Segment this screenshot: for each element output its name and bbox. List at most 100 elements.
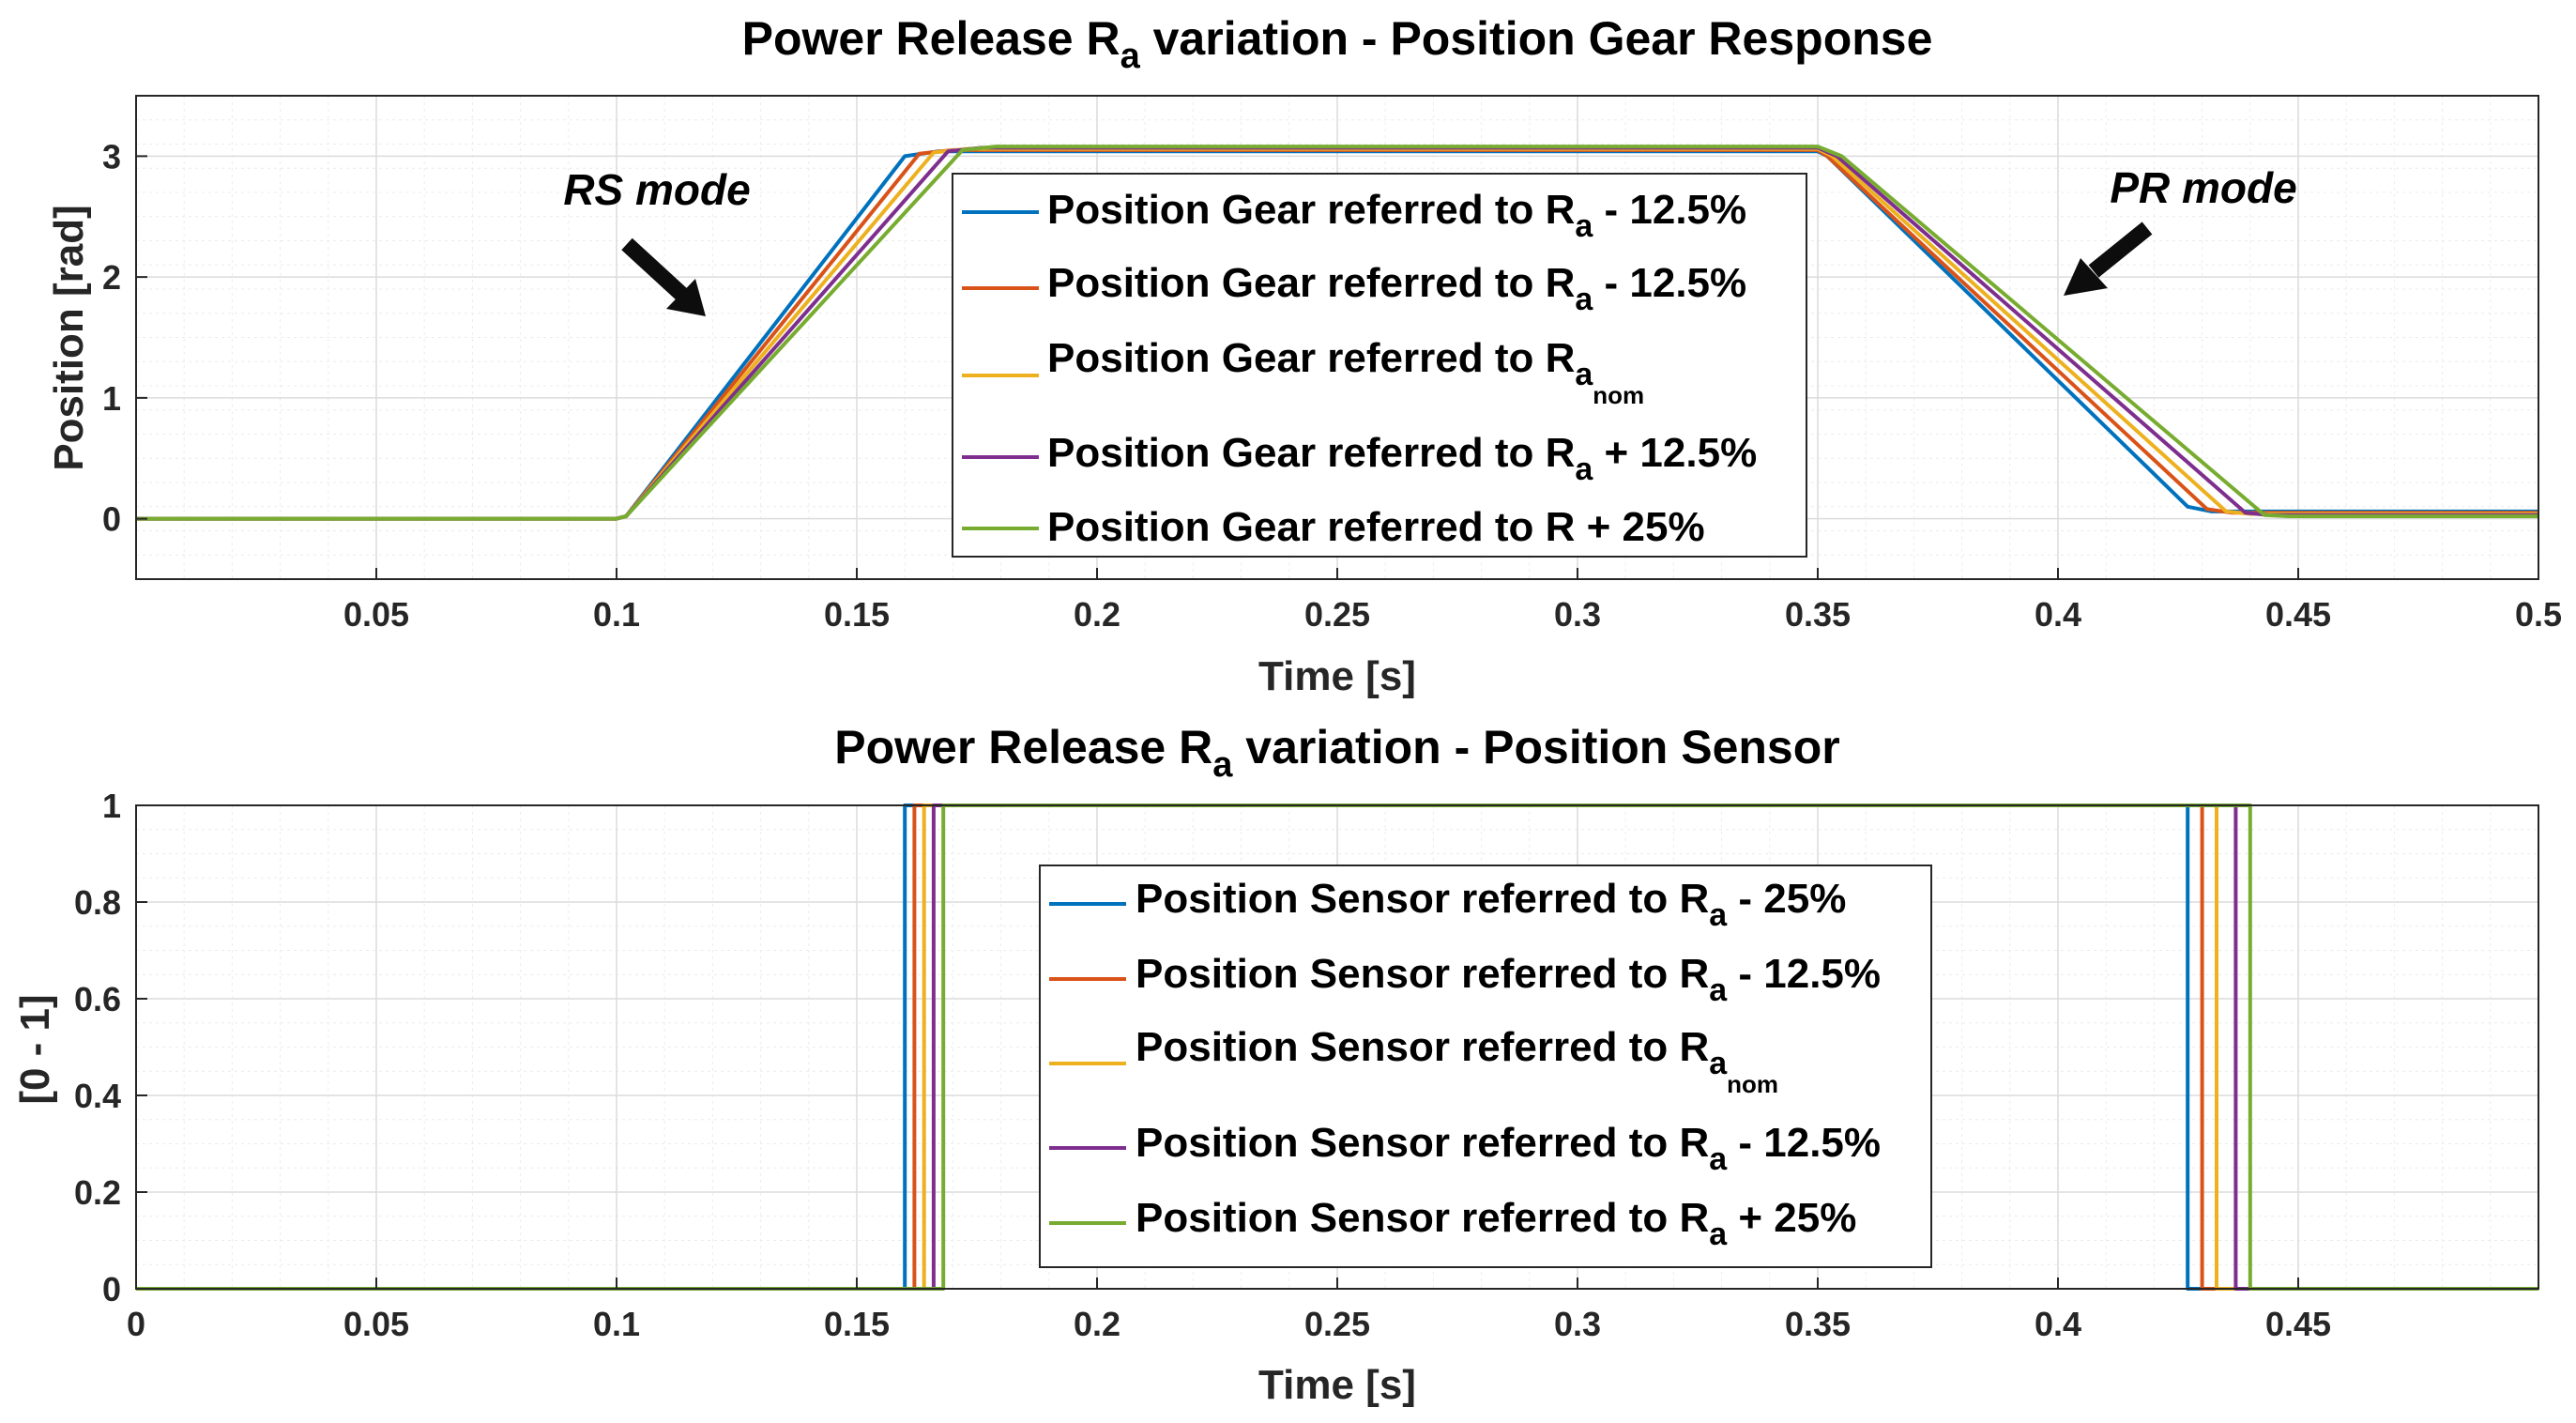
legend-entry: Position Gear referred to Ra + 12.5% xyxy=(962,430,1757,487)
x-tick-label: 0.45 xyxy=(2265,595,2331,634)
legend-text: Position Sensor referred to Ra - 25% xyxy=(1136,876,1846,933)
legend-entry: Position Sensor referred to Ra - 12.5% xyxy=(1049,951,1881,1008)
y-tick-label: 0.2 xyxy=(74,1173,121,1212)
legend-text: Position Gear referred to Ra - 12.5% xyxy=(1047,187,1746,244)
pr-mode-arrow-shaft xyxy=(2088,222,2153,278)
x-tick-label: 0.5 xyxy=(2515,595,2562,634)
legend-text-main: Position Gear referred to R xyxy=(1047,187,1575,233)
chart2-legend-box xyxy=(1039,865,1932,1268)
y-tick-label: 1 xyxy=(102,379,121,418)
chart1-title: Power Release Ra variation - Position Ge… xyxy=(742,12,1933,76)
legend-text: Position Sensor referred to Ra + 25% xyxy=(1136,1195,1856,1252)
pr-mode-label: PR mode xyxy=(2110,163,2296,212)
chart-gear-response: Power Release R a variation - Position Ge… xyxy=(46,12,2562,699)
legend-entry: Position Sensor referred to Ra + 25% xyxy=(1049,1195,1856,1252)
legend-text-subsub: nom xyxy=(1593,381,1644,409)
annotation-pr-mode: PR mode xyxy=(2064,163,2297,296)
legend-text-post: - 12.5% xyxy=(1727,951,1881,997)
chart1-x-axis-label: Time [s] xyxy=(1258,653,1416,699)
chart1-x-ticks: 0.05 0.1 0.15 0.2 0.25 0.3 0.35 0.4 0.45 0.5 xyxy=(343,568,2562,634)
legend-text-post: - 12.5% xyxy=(1593,260,1746,306)
x-tick-label: 0.4 xyxy=(2035,595,2081,634)
legend-entry: Position Sensor referred to Ranom xyxy=(1049,1024,1778,1098)
legend-text: Position Gear referred to R + 25% xyxy=(1047,504,1705,550)
chart2-y-axis-label: [0 - 1] xyxy=(12,994,58,1104)
legend-text-sub: a xyxy=(1709,1141,1728,1177)
legend-text-post: + 25% xyxy=(1727,1195,1856,1241)
legend-text-post: - 25% xyxy=(1727,876,1846,922)
x-tick-label: 0.2 xyxy=(1074,1305,1120,1343)
x-tick-label: 0.35 xyxy=(1785,1305,1851,1343)
chart1-legend: Position Gear referred to Ra - 12.5% Pos… xyxy=(952,173,1807,558)
y-tick-label: 3 xyxy=(102,137,121,176)
x-tick-label: 0.1 xyxy=(593,1305,640,1343)
legend-text: Position Gear referred to Ranom xyxy=(1047,335,1644,409)
x-tick-label: 0.2 xyxy=(1074,595,1120,634)
chart1-y-axis-label: Position [rad] xyxy=(46,205,92,471)
x-tick-label: 0.3 xyxy=(1554,595,1601,634)
legend-entry: Position Sensor referred to Ra - 12.5% xyxy=(1049,1120,1881,1177)
legend-text-post: - 12.5% xyxy=(1593,187,1746,233)
legend-text-sub: a xyxy=(1709,897,1728,933)
x-tick-label: 0 xyxy=(127,1305,145,1343)
x-tick-label: 0.1 xyxy=(593,595,640,634)
legend-text-sub: a xyxy=(1575,208,1593,244)
legend-entry: Position Gear referred to Ra - 12.5% xyxy=(962,187,1746,244)
legend-entry: Position Gear referred to R + 25% xyxy=(962,504,1705,550)
legend-text-sub: a xyxy=(1709,1216,1728,1252)
legend-text: Position Sensor referred to Ranom xyxy=(1136,1024,1778,1098)
legend-text-subsub: nom xyxy=(1727,1070,1778,1098)
legend-text-post: + 25% xyxy=(1575,504,1704,550)
y-tick-label: 0.8 xyxy=(74,883,121,922)
legend-text-sub: a xyxy=(1575,451,1593,487)
legend-text-sub: a xyxy=(1575,357,1593,392)
rs-mode-label: RS mode xyxy=(563,165,750,214)
legend-text: Position Sensor referred to Ra - 12.5% xyxy=(1136,1120,1881,1177)
legend-text: Position Sensor referred to Ra - 12.5% xyxy=(1136,951,1881,1008)
legend-text-main: Position Gear referred to R xyxy=(1047,260,1575,306)
x-tick-label: 0.15 xyxy=(824,595,890,634)
x-tick-label: 0.35 xyxy=(1785,595,1851,634)
chart2-x-axis-label: Time [s] xyxy=(1258,1362,1416,1408)
chart2-title-sub: a xyxy=(1212,745,1233,785)
legend-text-post: + 12.5% xyxy=(1593,430,1757,476)
chart1-series xyxy=(136,145,2538,521)
legend-text: Position Gear referred to Ra - 12.5% xyxy=(1047,260,1746,317)
chart1-legend-box xyxy=(952,173,1807,558)
legend-text-main: Position Sensor referred to R xyxy=(1136,1120,1709,1166)
legend-entry: Position Gear referred to Ra - 12.5% xyxy=(962,260,1746,317)
legend-text-main: Position Sensor referred to R xyxy=(1136,876,1709,922)
y-tick-label: 2 xyxy=(102,258,121,297)
chart2-title-main: Power Release R xyxy=(834,721,1212,773)
legend-text: Position Gear referred to Ra + 12.5% xyxy=(1047,430,1757,487)
legend-text-main: Position Sensor referred to R xyxy=(1136,1024,1709,1070)
chart-position-sensor: Power Release Ra variation - Position Se… xyxy=(12,721,2539,1408)
chart2-title-rest: variation - Position Sensor xyxy=(1232,721,1839,773)
y-tick-label: 0.6 xyxy=(74,980,121,1018)
x-tick-label: 0.4 xyxy=(2035,1305,2081,1343)
chart2-title: Power Release Ra variation - Position Se… xyxy=(834,721,1839,785)
pr-mode-arrow-head xyxy=(2064,258,2108,296)
legend-text-sub: a xyxy=(1575,282,1593,317)
legend-text-main: Position Gear referred to R xyxy=(1047,335,1575,381)
legend-text-sub: a xyxy=(1709,972,1728,1008)
x-tick-label: 0.25 xyxy=(1304,595,1370,634)
chart1-title-main: Power Release R xyxy=(742,12,1120,65)
y-tick-label: 0 xyxy=(102,500,121,539)
y-tick-label: 0 xyxy=(102,1270,121,1308)
y-tick-label: 1 xyxy=(102,787,121,825)
annotation-rs-mode: RS mode xyxy=(563,165,751,316)
x-tick-label: 0.25 xyxy=(1304,1305,1370,1343)
legend-text-post: - 12.5% xyxy=(1727,1120,1881,1166)
y-tick-label: 0.4 xyxy=(74,1077,121,1115)
x-tick-label: 0.05 xyxy=(343,595,409,634)
legend-text-main: Position Gear referred to R xyxy=(1047,504,1575,550)
legend-text-sub: a xyxy=(1709,1046,1728,1081)
chart1-title-rest: variation - Position Gear Response xyxy=(1140,12,1933,65)
x-tick-label: 0.3 xyxy=(1554,1305,1601,1343)
chart2-y-ticks: 0 0.2 0.4 0.6 0.8 1 xyxy=(74,787,147,1308)
series-line xyxy=(136,145,2538,521)
rs-mode-arrow-head xyxy=(666,279,706,316)
rs-mode-arrow-shaft xyxy=(621,237,689,302)
